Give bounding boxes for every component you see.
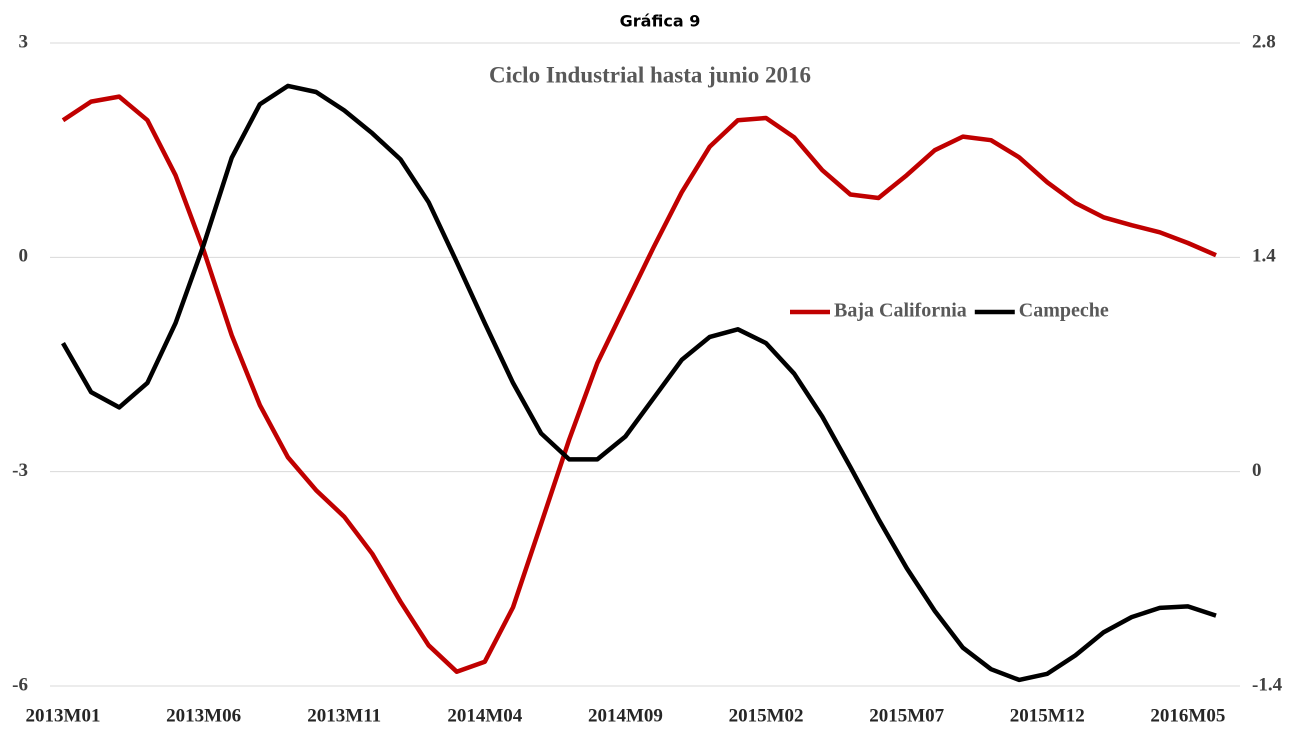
y-tick-label: 0 <box>19 246 29 267</box>
x-tick-label: 2015M07 <box>869 705 944 726</box>
legend-label: Baja California <box>834 300 967 322</box>
y-tick-label: 3 <box>19 31 29 52</box>
y2-tick-label: 0 <box>1252 460 1262 481</box>
x-tick-label: 2014M04 <box>447 705 522 726</box>
series-line <box>61 94 1217 674</box>
y2-tick-label: -1.4 <box>1252 674 1283 695</box>
chart-header: Gráfica 9 <box>620 12 701 31</box>
y2-tick-label: 2.8 <box>1252 31 1276 52</box>
series-line <box>61 83 1217 683</box>
x-tick-label: 2013M11 <box>307 705 381 726</box>
legend-label: Campeche <box>1019 300 1109 322</box>
x-tick-label: 2014M09 <box>588 705 663 726</box>
x-tick-label: 2013M06 <box>166 705 241 726</box>
y2-tick-label: 1.4 <box>1252 246 1276 267</box>
y-tick-label: -6 <box>12 674 28 695</box>
x-tick-label: 2013M01 <box>26 705 101 726</box>
y-tick-label: -3 <box>12 460 28 481</box>
x-tick-label: 2016M05 <box>1150 705 1225 726</box>
x-tick-label: 2015M12 <box>1010 705 1085 726</box>
x-tick-label: 2015M02 <box>729 705 804 726</box>
chart-title: Ciclo Industrial hasta junio 2016 <box>489 62 811 87</box>
